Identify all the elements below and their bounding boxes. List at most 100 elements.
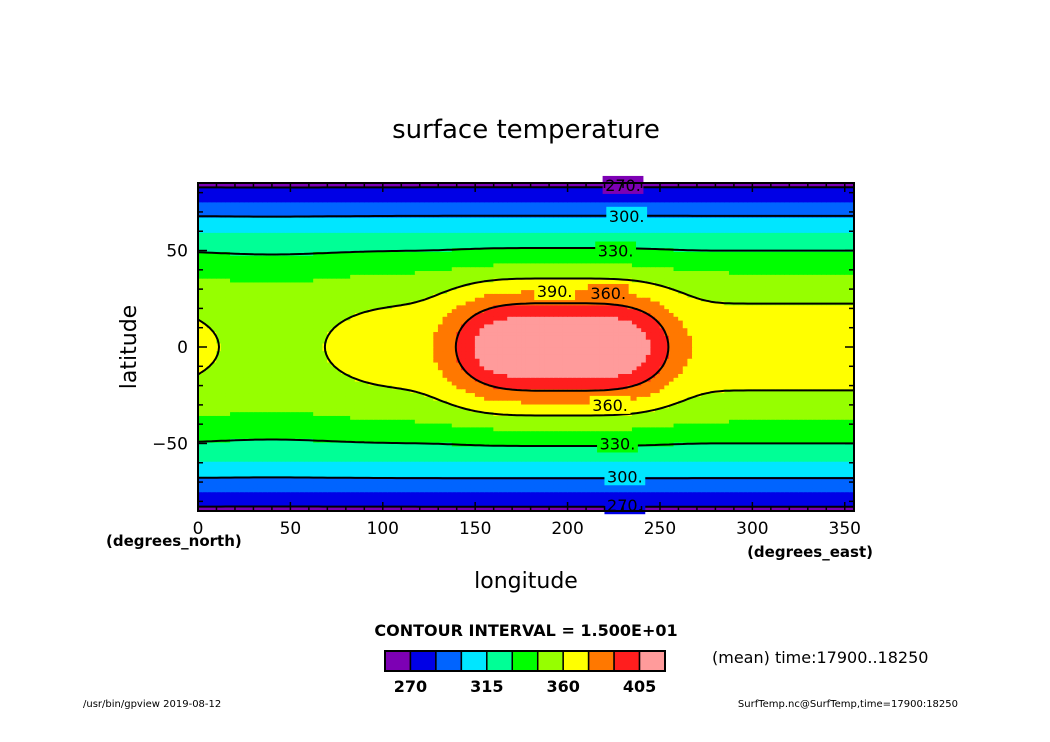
contour-cell (692, 411, 698, 416)
contour-cell (400, 422, 407, 428)
contour-cell (747, 396, 753, 401)
contour-cell (802, 392, 809, 397)
contour-cell (248, 384, 254, 390)
contour-cell (710, 499, 716, 504)
contour-cell (747, 491, 753, 497)
contour-cell (239, 377, 245, 382)
contour-cell (419, 457, 425, 462)
contour-cell (313, 472, 319, 477)
contour-cell (336, 499, 342, 504)
contour-cell (659, 438, 665, 443)
contour-cell (382, 484, 388, 489)
contour-cell (271, 499, 277, 504)
contour-cell (391, 434, 397, 439)
contour-cell (465, 434, 471, 439)
contour-cell (641, 377, 647, 382)
contour-cell (802, 396, 809, 401)
contour-cell (451, 503, 457, 508)
contour-cell (645, 384, 652, 390)
contour-cell (340, 426, 347, 432)
contour-cell (391, 392, 397, 397)
contour-cell (359, 381, 365, 386)
contour-cell (627, 422, 633, 428)
contour-cell (202, 411, 208, 416)
contour-cell (789, 438, 795, 443)
contour-cell (664, 484, 670, 489)
contour-cell (558, 377, 564, 382)
contour-cell (553, 461, 559, 466)
contour-cell (400, 384, 407, 390)
contour-cell (447, 419, 453, 424)
contour-cell (793, 468, 799, 474)
contour-cell (216, 484, 222, 489)
contour-cell (502, 422, 508, 428)
contour-cell (715, 419, 721, 424)
contour-cell (558, 487, 564, 493)
contour-cell (262, 480, 268, 485)
contour-cell (350, 392, 356, 397)
contour-cell (474, 484, 481, 489)
contour-cell (340, 422, 347, 428)
contour-cell (225, 442, 231, 447)
contour-cell (271, 430, 277, 436)
contour-cell (812, 381, 818, 386)
contour-cell (696, 434, 702, 439)
contour-cell (410, 403, 416, 409)
contour-cell (724, 396, 730, 401)
contour-cell (802, 430, 809, 436)
contour-cell (825, 407, 832, 413)
contour-cell (484, 464, 490, 470)
contour-cell (317, 411, 324, 416)
contour-cell (303, 426, 310, 432)
contour-cell (336, 506, 342, 511)
contour-cell (327, 445, 333, 451)
contour-cell (613, 415, 619, 420)
contour-cell (825, 434, 832, 439)
contour-cell (202, 396, 208, 401)
contour-cell (507, 400, 513, 405)
contour-cell (474, 403, 481, 409)
contour-cell (447, 453, 453, 458)
contour-cell (825, 403, 832, 409)
contour-cell (715, 396, 721, 401)
contour-cell (267, 472, 273, 477)
contour-cell (816, 472, 822, 477)
contour-cell (742, 480, 749, 485)
contour-cell (807, 487, 813, 493)
contour-cell (636, 464, 642, 470)
contour-cell (544, 430, 550, 436)
contour-cell (313, 396, 319, 401)
contour-cell (507, 438, 513, 443)
contour-cell (461, 411, 467, 416)
contour-cell (276, 468, 282, 474)
contour-cell (382, 400, 388, 405)
contour-cell (206, 453, 213, 458)
contour-cell (567, 484, 573, 489)
contour-cell (539, 457, 545, 462)
contour-cell (253, 400, 259, 405)
contour-cell (544, 506, 550, 511)
contour-cell (821, 403, 827, 409)
contour-cell (354, 422, 360, 428)
contour-cell (479, 487, 485, 493)
contour-cell (410, 419, 416, 424)
contour-cell (825, 472, 832, 477)
contour-cell (216, 453, 222, 458)
contour-cell (553, 457, 559, 462)
contour-cell (396, 426, 402, 432)
contour-cell (798, 400, 804, 405)
contour-cell (410, 438, 416, 443)
contour-cell (230, 472, 236, 477)
contour-cell (461, 453, 467, 458)
contour-cell (428, 426, 434, 432)
contour-cell (479, 442, 485, 447)
contour-cell (198, 407, 203, 413)
contour-cell (303, 373, 310, 378)
contour-cell (225, 419, 231, 424)
contour-cell (285, 434, 291, 439)
contour-cell (243, 495, 250, 500)
contour-cell (645, 400, 652, 405)
contour-cell (567, 392, 573, 397)
contour-cell (655, 438, 661, 443)
contour-cell (419, 484, 425, 489)
